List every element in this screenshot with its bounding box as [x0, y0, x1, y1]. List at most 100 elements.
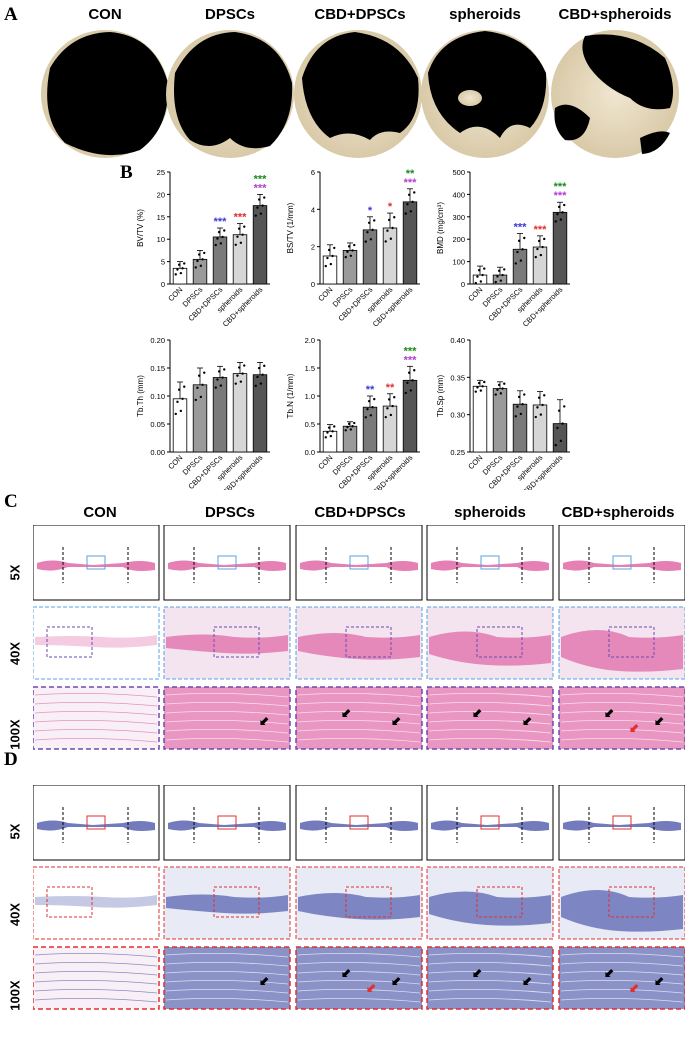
- data-point: [501, 273, 504, 277]
- data-point: [326, 431, 329, 434]
- fiber-line: [165, 980, 289, 985]
- y-tick-label: 6: [311, 168, 315, 177]
- data-point: [254, 214, 257, 217]
- data-point: [367, 399, 371, 403]
- fiber-line: [297, 989, 421, 994]
- data-point: [349, 428, 353, 431]
- data-point: [519, 259, 523, 262]
- bar: [362, 406, 378, 453]
- data-point: [409, 210, 413, 213]
- micro-ct-spheroids: [421, 30, 549, 158]
- tissue-strip: [431, 820, 549, 831]
- tissue-40x: [35, 635, 157, 648]
- fiber-line: [297, 998, 421, 1003]
- bar: [402, 379, 418, 453]
- c-title-con: CON: [83, 504, 117, 521]
- data-point: [521, 403, 524, 406]
- zoom-box-40x: [608, 886, 655, 918]
- data-point: [366, 231, 369, 234]
- fiber-line: [165, 720, 289, 725]
- histo-40x-0: [33, 866, 160, 940]
- y-tick-label: 0.15: [150, 364, 165, 373]
- group-title-cbd-dpscs: CBD+DPSCs: [314, 6, 406, 23]
- data-point: [259, 382, 263, 385]
- fiber-line: [34, 693, 158, 698]
- fiber-line: [428, 962, 552, 967]
- fiber-line: [428, 998, 552, 1003]
- histo-5x-4: [558, 785, 685, 861]
- data-point: [393, 396, 396, 399]
- data-point: [349, 254, 353, 257]
- bar: [192, 258, 208, 285]
- data-point: [259, 212, 263, 215]
- data-point: [234, 382, 237, 385]
- data-point: [516, 405, 519, 408]
- data-point: [344, 255, 347, 259]
- data-point: [176, 268, 179, 271]
- data-point: [214, 386, 217, 389]
- data-point: [366, 408, 369, 411]
- data-point: [243, 364, 246, 367]
- fiber-line: [34, 738, 158, 743]
- data-point: [263, 364, 266, 368]
- data-point: [413, 369, 416, 372]
- significance-marker: ***: [404, 354, 418, 366]
- data-point: [384, 240, 387, 243]
- data-point: [176, 400, 179, 404]
- group-title-con: CON: [88, 6, 122, 23]
- y-tick-label: 2: [311, 243, 315, 252]
- data-point: [554, 443, 557, 447]
- zoom-box-40x: [345, 626, 392, 658]
- fiber-line: [297, 971, 421, 976]
- vessel-arrow: ⬋: [366, 981, 376, 995]
- tissue-40x: [298, 633, 420, 660]
- vessel-arrow: ⬋: [629, 981, 639, 995]
- histo-40x-2: [295, 866, 423, 940]
- significance-marker: ***: [404, 345, 418, 357]
- significance-marker: **: [386, 382, 395, 394]
- histo-100x-0: [33, 946, 160, 1010]
- data-point: [373, 219, 376, 222]
- data-point: [503, 382, 506, 385]
- fiber-line: [428, 989, 552, 994]
- bar: [472, 385, 488, 453]
- fiber-line: [165, 711, 289, 716]
- data-point: [223, 368, 226, 371]
- data-point: [479, 389, 483, 392]
- zoom-box-5x: [612, 555, 632, 570]
- zoom-box-5x: [349, 815, 369, 830]
- data-point: [406, 203, 409, 206]
- data-point: [557, 409, 561, 412]
- bar: [362, 229, 378, 285]
- osteocyte-arrow: ⬋: [259, 714, 269, 728]
- frame-100x: [558, 686, 685, 750]
- data-point: [183, 262, 186, 265]
- fiber-line: [34, 729, 158, 734]
- data-point: [216, 378, 219, 381]
- c-label-5x: 5X: [7, 564, 23, 581]
- fiber-line: [560, 998, 684, 1003]
- data-point: [409, 389, 413, 392]
- bar: [512, 403, 528, 453]
- fiber-line: [165, 989, 289, 994]
- histo-100x-1: ⬋: [163, 946, 291, 1010]
- data-point: [543, 394, 546, 397]
- data-point: [411, 379, 414, 382]
- data-point: [181, 267, 184, 270]
- data-point: [331, 254, 334, 258]
- data-point: [496, 275, 499, 278]
- bar: [322, 430, 338, 453]
- histo-40x-1: [163, 866, 291, 940]
- zoom-box-5x: [86, 815, 106, 830]
- bar: [532, 404, 548, 453]
- frame-100x: [33, 946, 160, 1010]
- data-point: [326, 256, 329, 260]
- bar: [402, 201, 418, 285]
- fiber-line: [428, 980, 552, 985]
- data-point: [406, 381, 409, 385]
- data-point: [371, 228, 374, 232]
- fiber-line: [34, 702, 158, 707]
- data-point: [556, 426, 559, 430]
- fiber-line: [428, 738, 552, 743]
- data-point: [537, 396, 541, 399]
